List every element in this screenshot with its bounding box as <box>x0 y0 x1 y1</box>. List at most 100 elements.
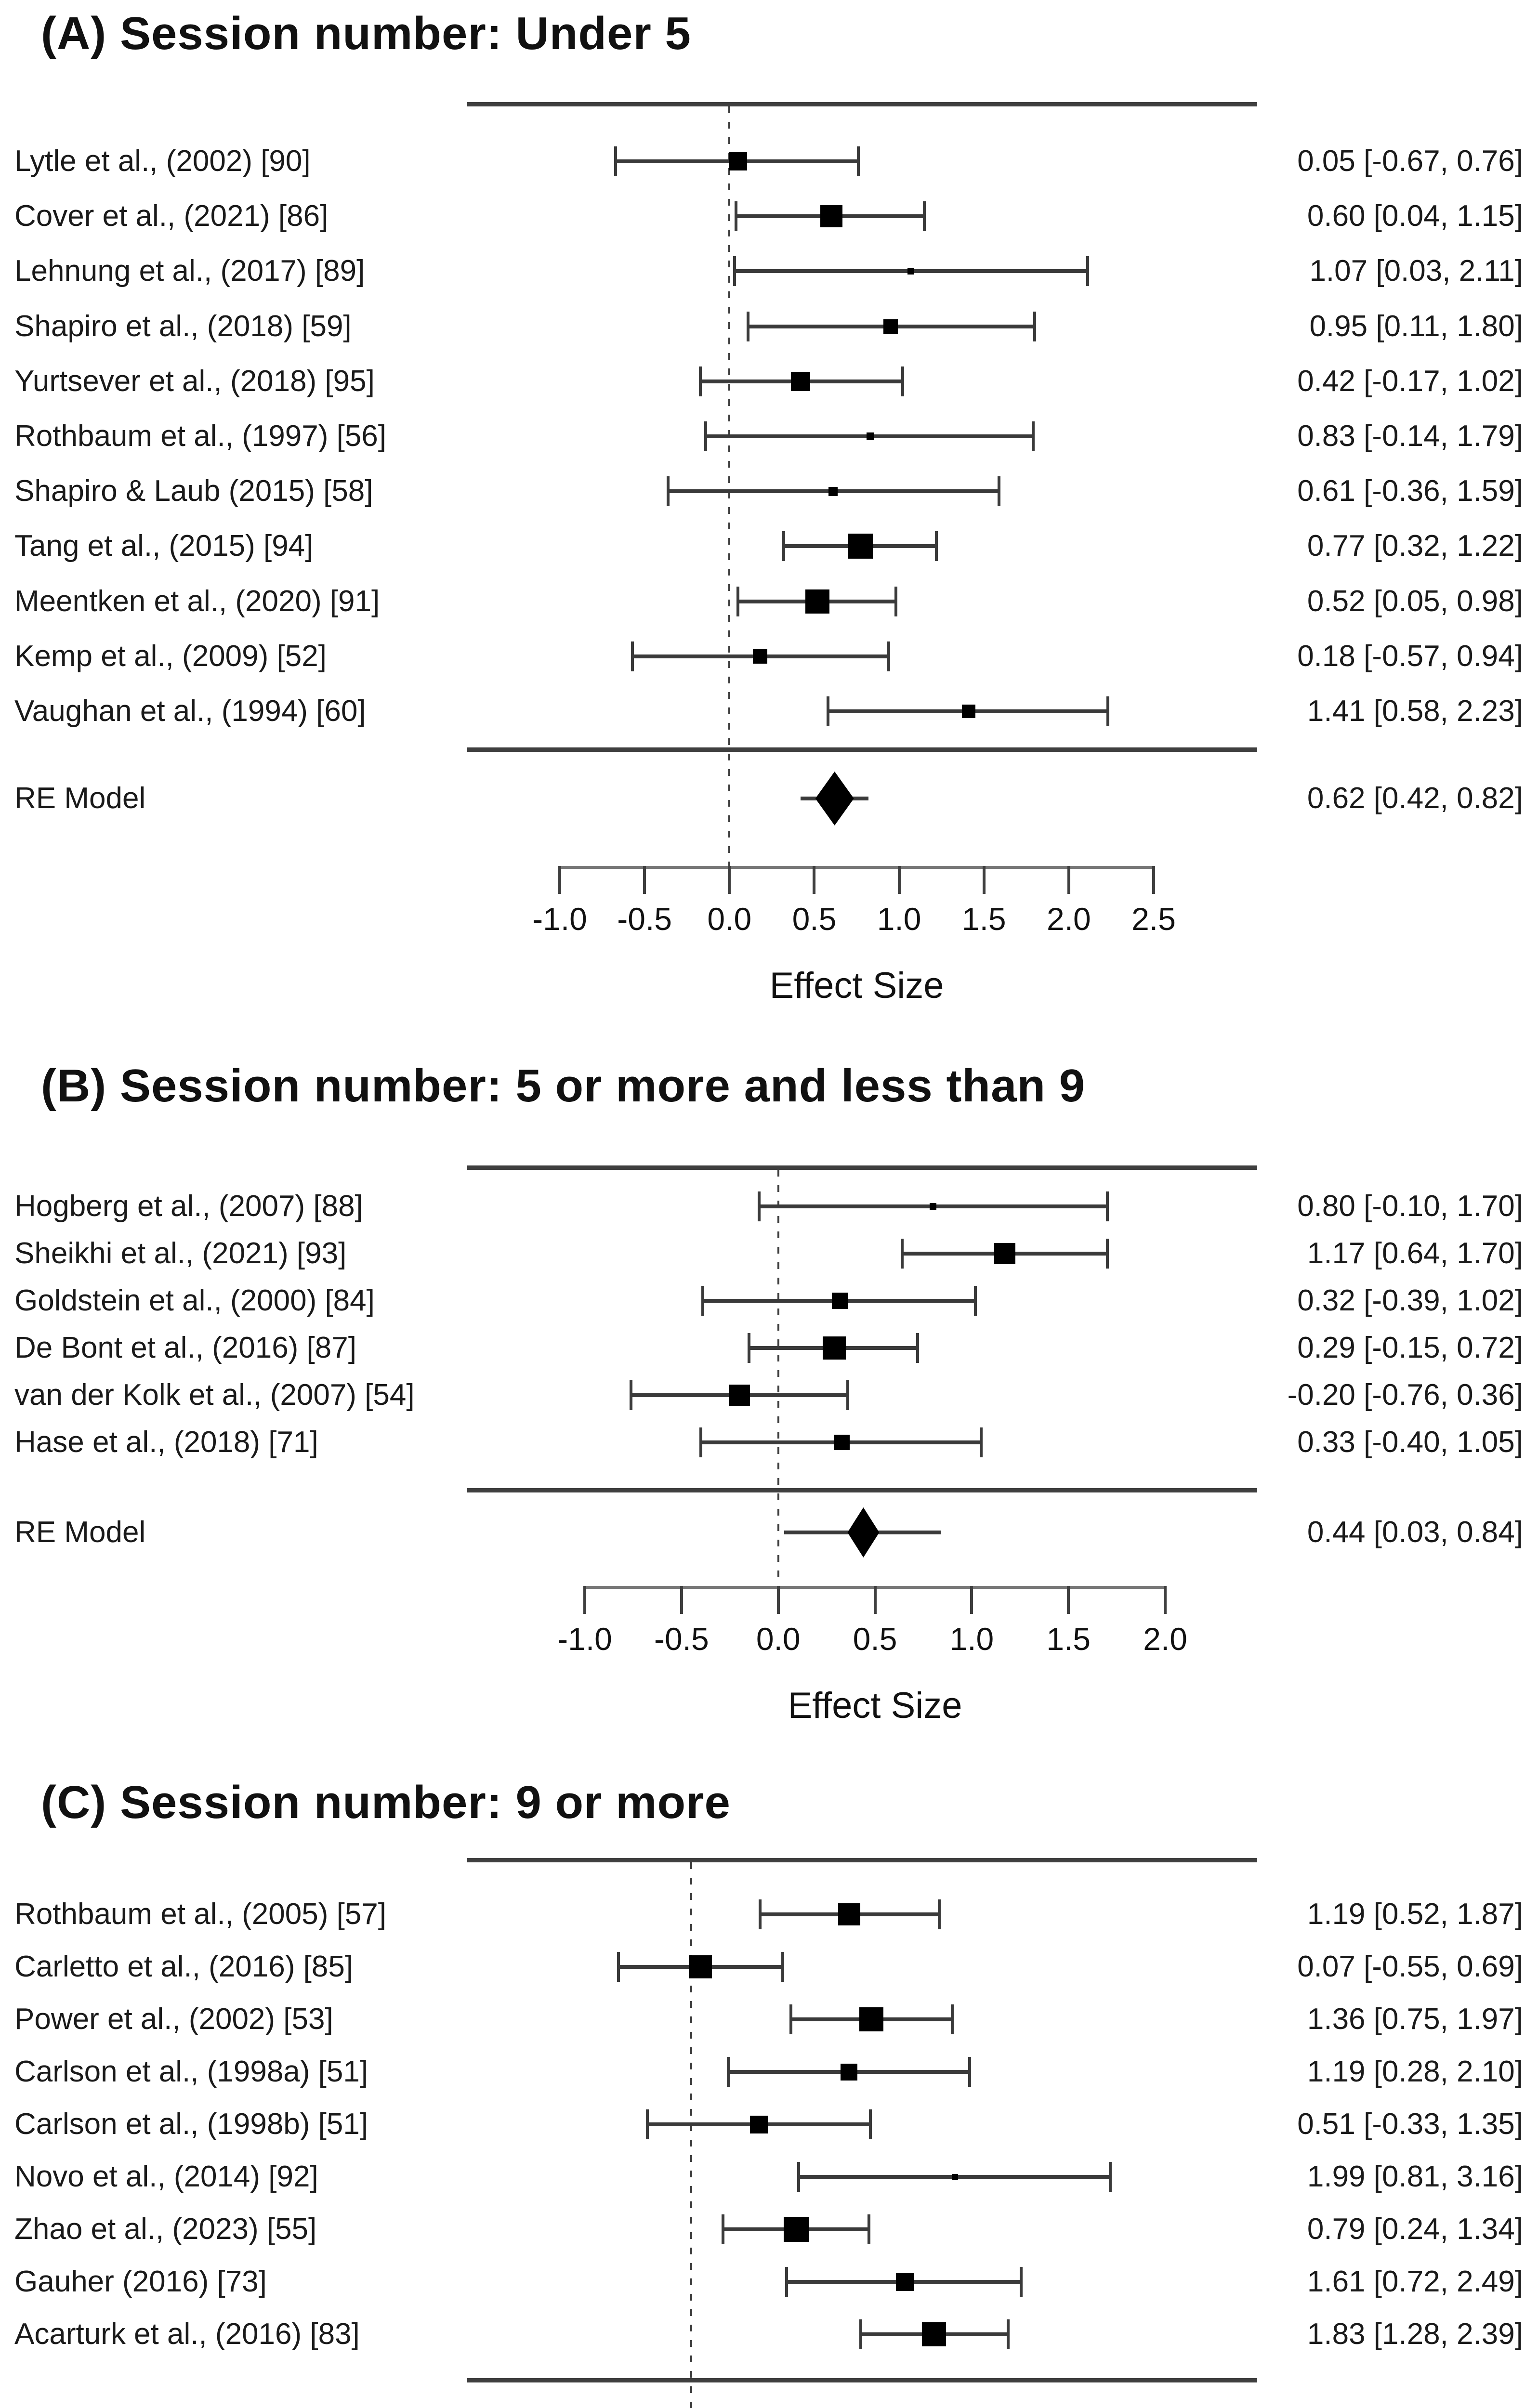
effect-size-value: 0.33 [-0.40, 1.05] <box>1297 1426 1523 1459</box>
plot-top-rule <box>467 1165 1257 1170</box>
x-axis-tick-label: 0.0 <box>707 901 752 937</box>
ci-cap-right <box>980 1427 983 1457</box>
x-axis-tick-label: 2.0 <box>1143 1621 1187 1657</box>
x-axis-tick <box>982 866 986 894</box>
effect-size-value: 0.51 [-0.33, 1.35] <box>1297 2107 1523 2141</box>
ci-cap-left <box>614 146 618 176</box>
study-label: Lehnung et al., (2017) [89] <box>14 254 365 288</box>
effect-size-marker <box>994 1243 1015 1264</box>
ci-cap-left <box>759 1899 762 1929</box>
study-label: Novo et al., (2014) [92] <box>14 2160 318 2193</box>
x-axis-tick <box>1164 1586 1167 1614</box>
study-label: Shapiro et al., (2018) [59] <box>14 309 352 343</box>
effect-size-marker <box>841 2063 858 2081</box>
study-label: Rothbaum et al., (2005) [57] <box>14 1898 387 1931</box>
study-label: Tang et al., (2015) [94] <box>14 529 314 563</box>
ci-cap-left <box>699 366 702 396</box>
x-axis-tick <box>776 1586 780 1614</box>
study-label: Lytle et al., (2002) [90] <box>14 144 311 178</box>
effect-size-marker <box>883 319 898 334</box>
effect-size-value: 1.36 [0.75, 1.97] <box>1307 2002 1523 2036</box>
x-axis-tick <box>558 866 561 894</box>
ci-cap-right <box>1108 2162 1112 2192</box>
effect-size-value: 1.19 [0.28, 2.10] <box>1307 2055 1523 2088</box>
ci-cap-right <box>894 586 897 616</box>
plot-top-rule <box>467 102 1257 106</box>
ci-cap-left <box>900 1239 904 1269</box>
summary-label: RE Model <box>14 782 146 815</box>
x-axis-tick <box>728 866 731 894</box>
effect-size-value: 1.83 [1.28, 2.39] <box>1307 2317 1523 2351</box>
summary-value: 0.62 [0.42, 0.82] <box>1307 782 1523 815</box>
summary-diamond <box>815 772 854 825</box>
ci-cap-right <box>846 1380 850 1410</box>
zero-reference-line <box>690 1862 693 2408</box>
ci-cap-right <box>1106 696 1109 726</box>
effect-size-marker <box>838 1903 860 1925</box>
ci-cap-left <box>722 2214 725 2244</box>
zero-reference-line <box>728 106 731 866</box>
study-label: Zhao et al., (2023) [55] <box>14 2212 317 2246</box>
effect-size-marker <box>728 152 747 170</box>
effect-size-marker <box>832 1293 849 1309</box>
study-label: Carlson et al., (1998a) [51] <box>14 2055 368 2088</box>
ci-cap-right <box>916 1333 919 1363</box>
summary-separator-rule <box>467 747 1257 752</box>
ci-cap-right <box>951 2004 954 2034</box>
effect-size-value: 1.99 [0.81, 3.16] <box>1307 2160 1523 2193</box>
x-axis-tick-label: 1.0 <box>877 901 921 937</box>
x-axis-tick-label: 2.5 <box>1131 901 1176 937</box>
x-axis-tick-label: 0.5 <box>792 901 837 937</box>
effect-size-marker <box>783 2217 809 2242</box>
ci-cap-left <box>782 531 786 562</box>
effect-size-marker <box>859 2007 884 2031</box>
effect-size-value: 0.79 [0.24, 1.34] <box>1307 2212 1523 2246</box>
effect-size-value: 1.19 [0.52, 1.87] <box>1307 1898 1523 1931</box>
effect-size-value: 0.05 [-0.67, 0.76] <box>1297 144 1523 178</box>
x-axis-tick-label: 0.0 <box>756 1621 801 1657</box>
summary-value: 0.44 [0.03, 0.84] <box>1307 1516 1523 1549</box>
study-label: Hogberg et al., (2007) [88] <box>14 1190 363 1223</box>
ci-cap-left <box>631 641 634 671</box>
x-axis-tick <box>583 1586 586 1614</box>
effect-size-value: 0.32 [-0.39, 1.02] <box>1297 1284 1523 1317</box>
x-axis-tick <box>680 1586 683 1614</box>
effect-size-marker <box>962 705 976 718</box>
effect-size-marker <box>895 2273 914 2291</box>
ci-cap-left <box>617 1952 620 1982</box>
ci-cap-right <box>1031 421 1035 451</box>
effect-size-marker <box>847 534 873 559</box>
effect-size-marker <box>952 2173 959 2180</box>
panel-title: (C) Session number: 9 or more <box>41 1777 731 1828</box>
effect-size-value: 0.42 [-0.17, 1.02] <box>1297 364 1523 398</box>
ci-cap-left <box>630 1380 633 1410</box>
effect-size-value: 0.80 [-0.10, 1.70] <box>1297 1190 1523 1223</box>
effect-size-value: 0.61 [-0.36, 1.59] <box>1297 474 1523 508</box>
x-axis-line <box>558 866 1156 869</box>
study-label: Cover et al., (2021) [86] <box>14 199 329 233</box>
effect-size-marker <box>805 589 830 614</box>
ci-cap-left <box>785 2267 789 2297</box>
ci-cap-right <box>935 531 938 562</box>
effect-size-marker <box>689 1955 712 1978</box>
summary-diamond <box>847 1507 880 1557</box>
ci-cap-right <box>1105 1191 1109 1221</box>
study-label: Carlson et al., (1998b) [51] <box>14 2107 368 2141</box>
effect-size-marker <box>907 268 915 275</box>
ci-cap-right <box>998 476 1001 507</box>
summary-label: RE Model <box>14 1516 146 1549</box>
ci-cap-left <box>797 2162 801 2192</box>
ci-cap-left <box>826 696 829 726</box>
effect-size-marker <box>791 371 811 391</box>
x-axis-tick-label: -0.5 <box>654 1621 709 1657</box>
effect-size-marker <box>930 1203 937 1210</box>
study-label: Power et al., (2002) [53] <box>14 2002 333 2036</box>
ci-cap-right <box>867 2214 870 2244</box>
x-axis-tick <box>813 866 816 894</box>
x-axis-tick <box>1152 866 1156 894</box>
effect-size-marker <box>823 1336 846 1360</box>
effect-size-value: 0.83 [-0.14, 1.79] <box>1297 419 1523 453</box>
ci-cap-right <box>923 201 926 232</box>
effect-size-marker <box>752 649 767 664</box>
ci-cap-left <box>727 2057 730 2087</box>
